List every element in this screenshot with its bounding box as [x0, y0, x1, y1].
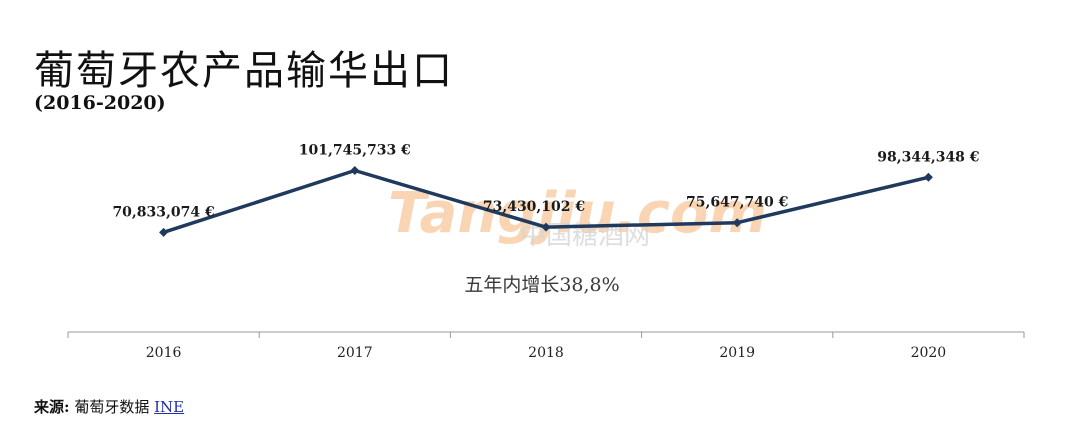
data-label: 70,833,074 €	[112, 204, 215, 220]
data-point	[541, 222, 551, 232]
x-tick-label: 2016	[146, 345, 182, 361]
source-text: 葡萄牙数据	[74, 398, 150, 416]
x-tick-label: 2020	[911, 345, 947, 361]
x-tick-label: 2019	[719, 345, 755, 361]
data-label: 98,344,348 €	[877, 149, 980, 165]
x-axis: 2016 2017 2018 2019 2020	[67, 331, 1025, 361]
data-labels: 70,833,074 € 101,745,733 € 73,430,102 € 75,…	[112, 143, 979, 221]
series-line	[159, 166, 933, 237]
data-point	[732, 218, 742, 228]
chart-title: 葡萄牙农产品输华出口	[34, 48, 454, 94]
chart-subtitle: (2016-2020)	[34, 92, 166, 114]
x-tick-label: 2017	[337, 345, 373, 361]
watermark-brand: Tangjiu.com	[388, 181, 767, 246]
source-link[interactable]: INE	[154, 398, 185, 416]
data-point	[159, 227, 169, 237]
data-label: 101,745,733 €	[299, 143, 411, 159]
data-label: 73,430,102 €	[483, 199, 586, 215]
growth-annotation: 五年内增长38,8%	[464, 274, 619, 296]
watermark-logo: Tangjiu.com 中国糖酒网	[388, 181, 767, 251]
data-point	[350, 166, 360, 176]
source-note: 来源: 葡萄牙数据 INE	[34, 396, 184, 417]
source-label: 来源:	[34, 398, 70, 416]
data-label: 75,647,740 €	[686, 195, 789, 211]
data-point	[923, 172, 933, 182]
x-tick-label: 2018	[528, 345, 564, 361]
